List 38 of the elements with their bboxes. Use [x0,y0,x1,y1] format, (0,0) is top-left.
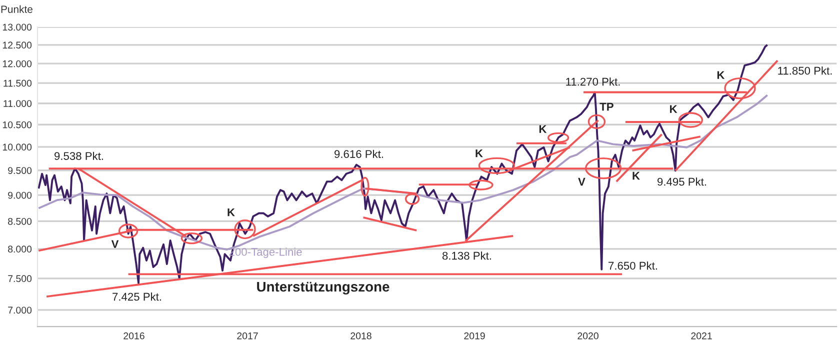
annotation: V [111,240,119,248]
y-tick-label: 12.500 [2,42,32,49]
annotation: 7.425 Pkt. [112,292,162,301]
annotation: 9.538 Pkt. [54,152,104,160]
y-tick-label: 10.000 [2,144,32,151]
annotation: K [632,172,640,180]
y-tick-label: 11.500 [4,80,32,87]
y-tick-label: 9.000 [8,192,32,199]
x-tick-label: 2017 [237,332,258,340]
annotation: 9.495 Pkt. [658,178,706,186]
x-tick-label: 2018 [350,332,372,340]
annotation: K [476,150,483,158]
y-tick-label: 12.000 [2,60,32,68]
y-tick-label: 7.500 [8,275,32,282]
y-tick-label: 10.500 [2,121,32,128]
x-tick-label: 2020 [578,332,598,340]
y-tick-label: 9.500 [8,167,32,174]
x-tick-label: 2016 [124,332,144,340]
y-tick-label: 8.000 [8,246,32,253]
annotation: TP [600,102,614,111]
annotation: 11.850 Pkt. [778,66,832,75]
annotation: K [539,125,547,133]
x-tick-label: 2021 [691,332,712,340]
annotation: 11.270 Pkt. [566,78,620,86]
annotation: 7.650 Pkt. [608,262,658,270]
annotation: K [717,71,725,79]
annotation: K [228,208,235,216]
annotation: K [670,105,678,113]
annotation: 8.138 Pkt. [442,252,492,260]
y-tick-label: 13.000 [2,24,32,31]
x-tick-label: 2019 [464,332,485,340]
annotation: Unterstützungszone [257,282,390,294]
y-axis-title: Punkte [1,5,32,13]
annotation: V [578,178,586,186]
y-tick-label: 11.000 [4,100,32,107]
y-tick-label: 7.000 [8,306,32,314]
y-tick-label: 8.500 [8,218,32,225]
annotation: 9.616 Pkt. [334,150,384,158]
